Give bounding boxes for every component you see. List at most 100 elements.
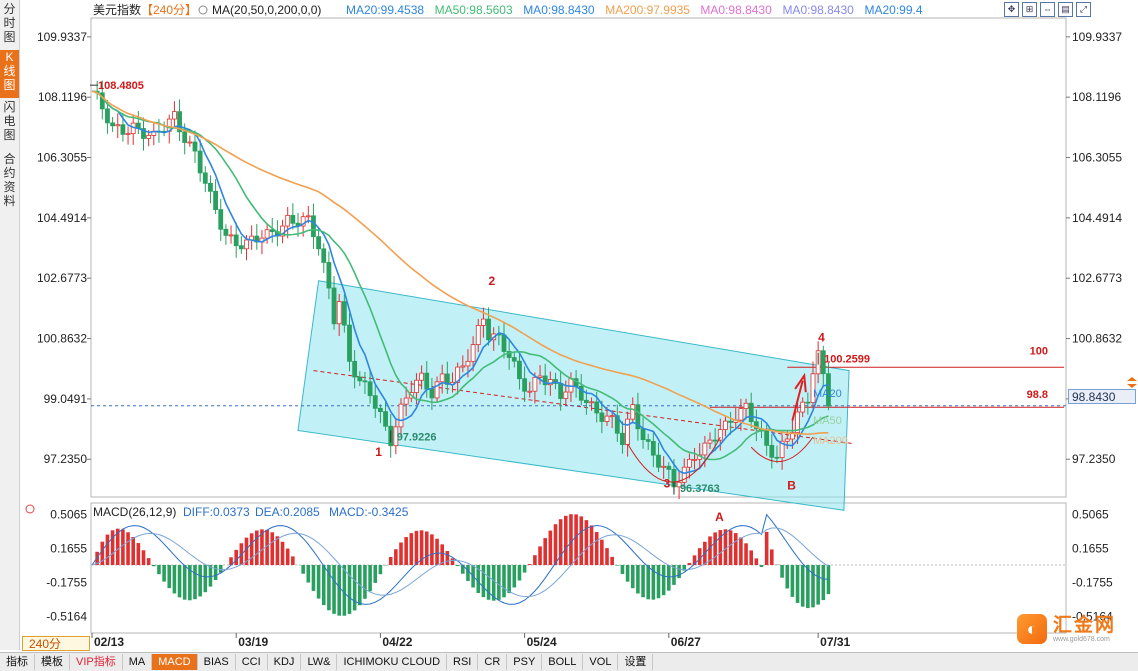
- up-arrow-shaft: [791, 380, 804, 421]
- candle-body: [141, 128, 146, 139]
- macd-diff-label: DIFF:0.0373: [183, 505, 250, 519]
- wave-label: B: [787, 478, 796, 492]
- tab-lightning[interactable]: 闪电图: [0, 100, 19, 148]
- kline-chart[interactable]: 109.9337 109.9337 108.1196 108.1196 106.3055…: [20, 0, 1138, 652]
- layout-icon[interactable]: ▤: [1058, 2, 1073, 17]
- x-tick-label: 07/31: [820, 635, 850, 649]
- bottom-tab-10[interactable]: RSI: [447, 654, 479, 670]
- tab-contract-info[interactable]: 合约资料: [0, 152, 19, 214]
- bottom-tab-9[interactable]: ICHIMOKU CLOUD: [337, 654, 448, 670]
- bottom-tab-11[interactable]: CR: [478, 654, 508, 670]
- candle-body: [486, 318, 491, 341]
- tab-label: 分时图: [3, 2, 16, 44]
- macd-title: MACD(26,12,9): [93, 505, 176, 519]
- candle-body: [434, 381, 440, 399]
- y-tick-label-left: 106.3055: [37, 151, 87, 165]
- y-tick-label-right: 97.2350: [1072, 452, 1116, 466]
- y-tick-label-left: 102.6773: [37, 271, 87, 285]
- bottom-tab-15[interactable]: 设置: [618, 654, 654, 670]
- candle-body: [527, 390, 533, 393]
- brand-logo: ◐ 汇金网 www.gold678.com: [1017, 611, 1133, 647]
- bottom-tab-12[interactable]: PSY: [507, 654, 543, 670]
- tab-time-share[interactable]: 分时图: [0, 2, 19, 46]
- move-icon[interactable]: ✥: [1004, 2, 1019, 17]
- up-arrow-icon: [794, 372, 807, 393]
- symbol-label: 美元指数: [93, 2, 141, 17]
- bottom-tab-1[interactable]: 模板: [35, 654, 70, 670]
- bottom-tab-6[interactable]: CCI: [236, 654, 268, 670]
- pan-icon[interactable]: ⇔: [1040, 2, 1055, 17]
- candle-body: [105, 108, 110, 124]
- bottom-tab-2[interactable]: VIP指标: [70, 654, 123, 670]
- candle-body: [522, 378, 528, 392]
- candle-body: [439, 373, 445, 383]
- ma200-line: [91, 90, 829, 435]
- bottom-tab-5[interactable]: BIAS: [198, 654, 236, 670]
- bottom-tab-0[interactable]: 指标: [0, 654, 35, 670]
- y-tick-label-right: 108.1196: [1072, 90, 1121, 104]
- candle-body: [784, 438, 790, 442]
- zoom-icon[interactable]: ⊞: [1022, 2, 1037, 17]
- bottom-tab-4[interactable]: MACD: [152, 654, 198, 670]
- candle-body: [692, 458, 697, 461]
- candle-body: [609, 415, 615, 418]
- candle-body: [326, 262, 332, 289]
- macd-tick-right: 0.5065: [1072, 507, 1109, 521]
- y-tick-label-left: 108.1196: [38, 90, 87, 104]
- candle-body: [377, 407, 383, 413]
- candle-body: [594, 401, 600, 414]
- period-label: 【240分】: [141, 3, 197, 17]
- candle-body: [171, 111, 177, 120]
- macd-tick-right: -0.5164: [1072, 610, 1113, 624]
- ma200-inline-label: MA200: [813, 435, 848, 447]
- candle-body: [115, 124, 121, 127]
- bottom-tab-7[interactable]: KDJ: [268, 654, 302, 670]
- candle-body: [681, 466, 687, 483]
- bottom-tab-3[interactable]: MA: [123, 654, 153, 670]
- candle-body: [614, 415, 620, 434]
- x-tick-label: 06/27: [671, 635, 701, 649]
- candle-body: [444, 373, 450, 385]
- candle-body: [723, 420, 728, 430]
- candle-body: [213, 190, 219, 210]
- candle-body: [506, 351, 512, 358]
- candle-body: [429, 388, 435, 399]
- macd-tick-left: -0.1755: [46, 576, 87, 590]
- ma50-inline-label: MA50: [813, 415, 842, 427]
- candle-body: [578, 385, 584, 401]
- price-annotation: 97.9226: [397, 431, 437, 443]
- candle-body: [563, 391, 569, 399]
- fullscreen-icon[interactable]: ⤢: [1076, 2, 1091, 17]
- candle-body: [223, 228, 229, 236]
- candle-body: [661, 465, 667, 468]
- candle-body: [625, 418, 630, 446]
- wave-label: 2: [489, 274, 496, 288]
- candle-body: [820, 350, 826, 375]
- candle-body: [702, 442, 708, 456]
- candle-body: [280, 225, 285, 237]
- ma-value-label: MA20:99.4: [865, 3, 923, 17]
- candle-body: [480, 318, 486, 326]
- tab-kline[interactable]: K线图: [0, 50, 19, 98]
- candle-body: [352, 360, 358, 378]
- candle-body: [666, 465, 672, 470]
- candle-body: [228, 234, 234, 237]
- candle-body: [414, 379, 419, 393]
- candle-body: [717, 429, 723, 441]
- period-selector[interactable]: 240分: [22, 636, 90, 651]
- bottom-tab-8[interactable]: LW&: [301, 654, 338, 670]
- candle-body: [357, 376, 363, 382]
- candle-body: [707, 439, 713, 444]
- wave-label: 3: [664, 477, 671, 491]
- candle-body: [393, 426, 399, 447]
- candle-body: [305, 215, 311, 218]
- bottom-tab-13[interactable]: BOLL: [542, 654, 584, 670]
- candle-body: [676, 481, 682, 488]
- x-tick-label: 04/22: [382, 635, 412, 649]
- ma-params-label: MA(20,50,0,200,0,0): [212, 3, 321, 17]
- x-tick-label: 03/19: [238, 635, 268, 649]
- bottom-tab-14[interactable]: VOL: [583, 654, 619, 670]
- wave-label: 1: [375, 445, 382, 459]
- candle-body: [640, 428, 646, 440]
- candle-body: [300, 216, 306, 227]
